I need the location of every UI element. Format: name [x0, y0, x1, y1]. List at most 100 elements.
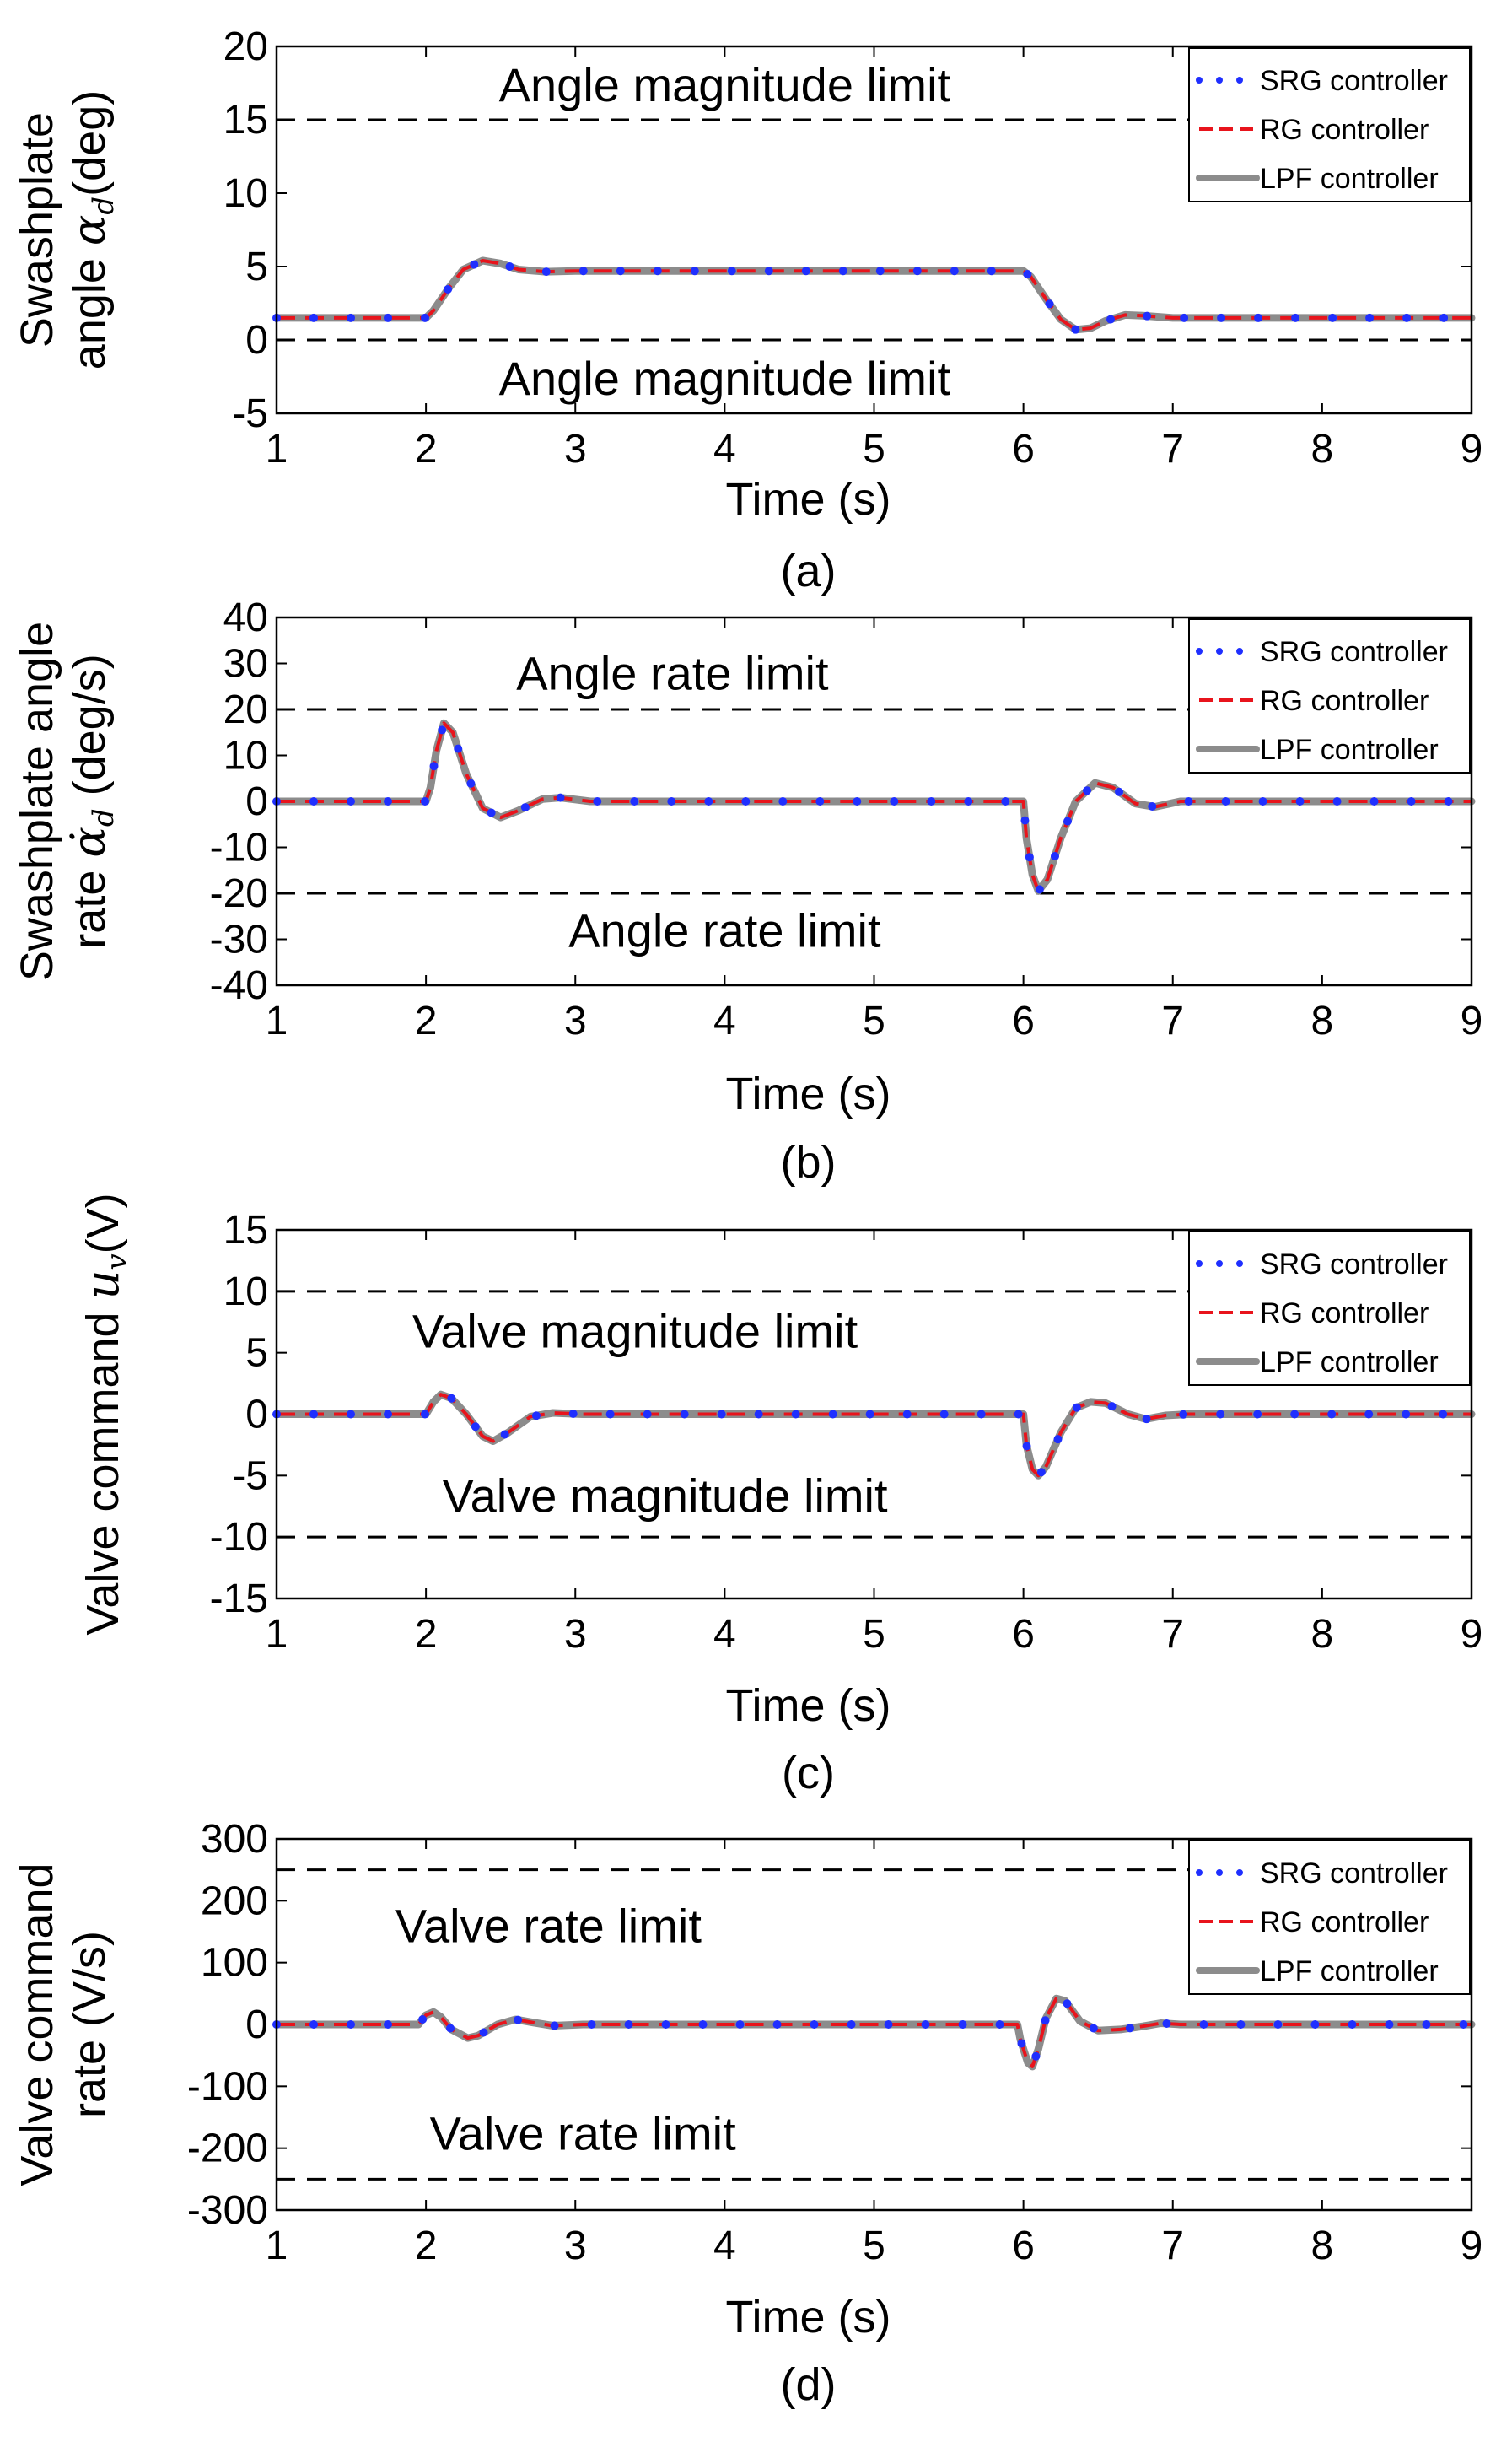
y-tick-label: 0: [245, 1393, 268, 1437]
axes-frame: [275, 1228, 1473, 1600]
annotation-label: Angle magnitude limit: [499, 58, 951, 111]
series-line-rg-controller: [277, 721, 1472, 893]
y-tick-label: 300: [201, 1817, 268, 1862]
x-tick-label: 5: [863, 2224, 885, 2268]
panel-label: (d): [781, 2359, 837, 2410]
panel-label: (c): [782, 1748, 835, 1798]
x-tick-label: 6: [1012, 2224, 1035, 2268]
x-tick-label: 7: [1161, 1612, 1184, 1657]
y-axis-label-line1: Valve command uv(V): [76, 1193, 134, 1635]
legend-entry-label: SRG controller: [1260, 1248, 1448, 1280]
y-tick-label: 10: [223, 171, 268, 216]
x-tick-label: 5: [863, 1612, 885, 1657]
axes-frame: [275, 1837, 1473, 2212]
x-tick-label: 9: [1461, 427, 1483, 472]
legend: SRG controller RG controller LPF controlle…: [1188, 618, 1471, 774]
axes-frame: [275, 45, 1473, 415]
panel-label: (b): [781, 1137, 837, 1188]
y-tick-label: -5: [232, 1453, 268, 1498]
x-tick-label: 1: [266, 999, 288, 1043]
x-axis-label: Time (s): [726, 1069, 891, 1119]
x-axis-label: Time (s): [726, 474, 891, 525]
x-tick-label: 8: [1311, 2224, 1334, 2268]
x-tick-label: 4: [713, 1612, 736, 1657]
x-tick-label: 3: [564, 1612, 587, 1657]
y-tick-label: 15: [223, 98, 268, 143]
panel-label: (a): [781, 546, 837, 596]
y-tick-label: -30: [210, 918, 268, 962]
series-line-srg-controller: [272, 719, 1476, 896]
x-tick-label: 8: [1311, 427, 1334, 472]
legend: SRG controller RG controller LPF controlle…: [1188, 1231, 1471, 1386]
y-tick-label: 0: [245, 779, 268, 824]
y-axis-label-line2: angle αd(deg): [62, 90, 121, 369]
y-tick-label: -10: [210, 826, 268, 871]
y-axis-label-line2: rate α̇d (deg/s): [62, 654, 121, 948]
annotation-label: Valve magnitude limit: [412, 1304, 858, 1357]
legend-entry-label: RG controller: [1260, 1297, 1429, 1329]
x-tick-label: 7: [1161, 427, 1184, 472]
y-axis-label: Swashplate angle rate α̇d (deg/s): [12, 622, 121, 981]
x-tick-label: 4: [713, 2224, 736, 2268]
x-tick-label: 9: [1461, 2224, 1483, 2268]
annotation-label: Angle magnitude limit: [499, 352, 951, 405]
legend-entry-label: LPF controller: [1260, 734, 1439, 766]
y-tick-label: -10: [210, 1515, 268, 1560]
y-tick-label: 200: [201, 1879, 268, 1923]
x-tick-label: 3: [564, 427, 587, 472]
legend-entry-label: RG controller: [1260, 1906, 1429, 1938]
x-tick-label: 9: [1461, 999, 1483, 1043]
y-tick-label: 15: [223, 1208, 268, 1253]
y-tick-label: 10: [223, 1270, 268, 1314]
y-axis-label: Valve command rate (V/s): [12, 1862, 115, 2186]
y-tick-label: 40: [223, 596, 268, 640]
y-axis-label: Swashplate angle αd(deg): [12, 90, 121, 369]
x-tick-label: 2: [415, 1612, 438, 1657]
y-axis-label: Valve command uv(V): [76, 1193, 134, 1635]
chart-panel-1: 1 2 3 4 5 6 7 8 9 -5 0 5 10 15 20 Angle magnitude limit…: [12, 24, 1482, 596]
y-tick-label: -15: [210, 1577, 268, 1621]
x-tick-label: 6: [1012, 999, 1035, 1043]
legend-entry-label: SRG controller: [1260, 636, 1448, 668]
x-tick-label: 4: [713, 999, 736, 1043]
x-tick-label: 4: [713, 427, 736, 472]
y-tick-label: -300: [187, 2188, 268, 2233]
legend: SRG controller RG controller LPF controlle…: [1188, 47, 1471, 202]
legend-entry-label: SRG controller: [1260, 65, 1448, 97]
annotation-label: Angle rate limit: [516, 646, 829, 699]
chart-panel-3: 1 2 3 4 5 6 7 8 9 -15 -10 -5 0 5 10 15 Valve magnitude l…: [76, 1193, 1482, 1798]
x-tick-label: 5: [863, 427, 885, 472]
y-axis-label-line1: Swashplate angle: [12, 622, 62, 981]
y-tick-label: -5: [232, 391, 268, 436]
y-tick-label: 20: [223, 24, 268, 69]
legend-entry-label: LPF controller: [1260, 163, 1439, 195]
legend-entry-label: RG controller: [1260, 685, 1429, 717]
x-tick-label: 6: [1012, 1612, 1035, 1657]
x-tick-label: 1: [266, 2224, 288, 2268]
x-axis-label: Time (s): [726, 2292, 891, 2342]
x-tick-label: 1: [266, 427, 288, 472]
y-tick-label: 30: [223, 642, 268, 687]
x-tick-label: 8: [1311, 1612, 1334, 1657]
y-tick-label: 5: [245, 245, 268, 289]
x-axis-label: Time (s): [726, 1680, 891, 1731]
x-tick-label: 3: [564, 999, 587, 1043]
legend-entry-label: LPF controller: [1260, 1955, 1439, 1987]
y-tick-label: -100: [187, 2064, 268, 2109]
x-tick-label: 6: [1012, 427, 1035, 472]
y-tick-label: 0: [245, 2003, 268, 2047]
x-tick-label: 7: [1161, 999, 1184, 1043]
y-tick-label: -20: [210, 871, 268, 916]
x-tick-label: 5: [863, 999, 885, 1043]
chart-panel-4: 1 2 3 4 5 6 7 8 9 -300 -200 -100 0 100 200 300 Valve rat…: [12, 1817, 1482, 2410]
annotation-label: Angle rate limit: [568, 904, 881, 957]
series-line-rg-controller: [277, 1393, 1472, 1478]
y-tick-label: 20: [223, 687, 268, 732]
series-line-srg-controller: [272, 1994, 1476, 2071]
legend-entry-label: LPF controller: [1260, 1346, 1439, 1378]
y-tick-label: -200: [187, 2127, 268, 2171]
y-tick-label: 100: [201, 1941, 268, 1986]
annotation-label: Valve rate limit: [430, 2106, 737, 2159]
legend-entry-label: RG controller: [1260, 114, 1429, 146]
